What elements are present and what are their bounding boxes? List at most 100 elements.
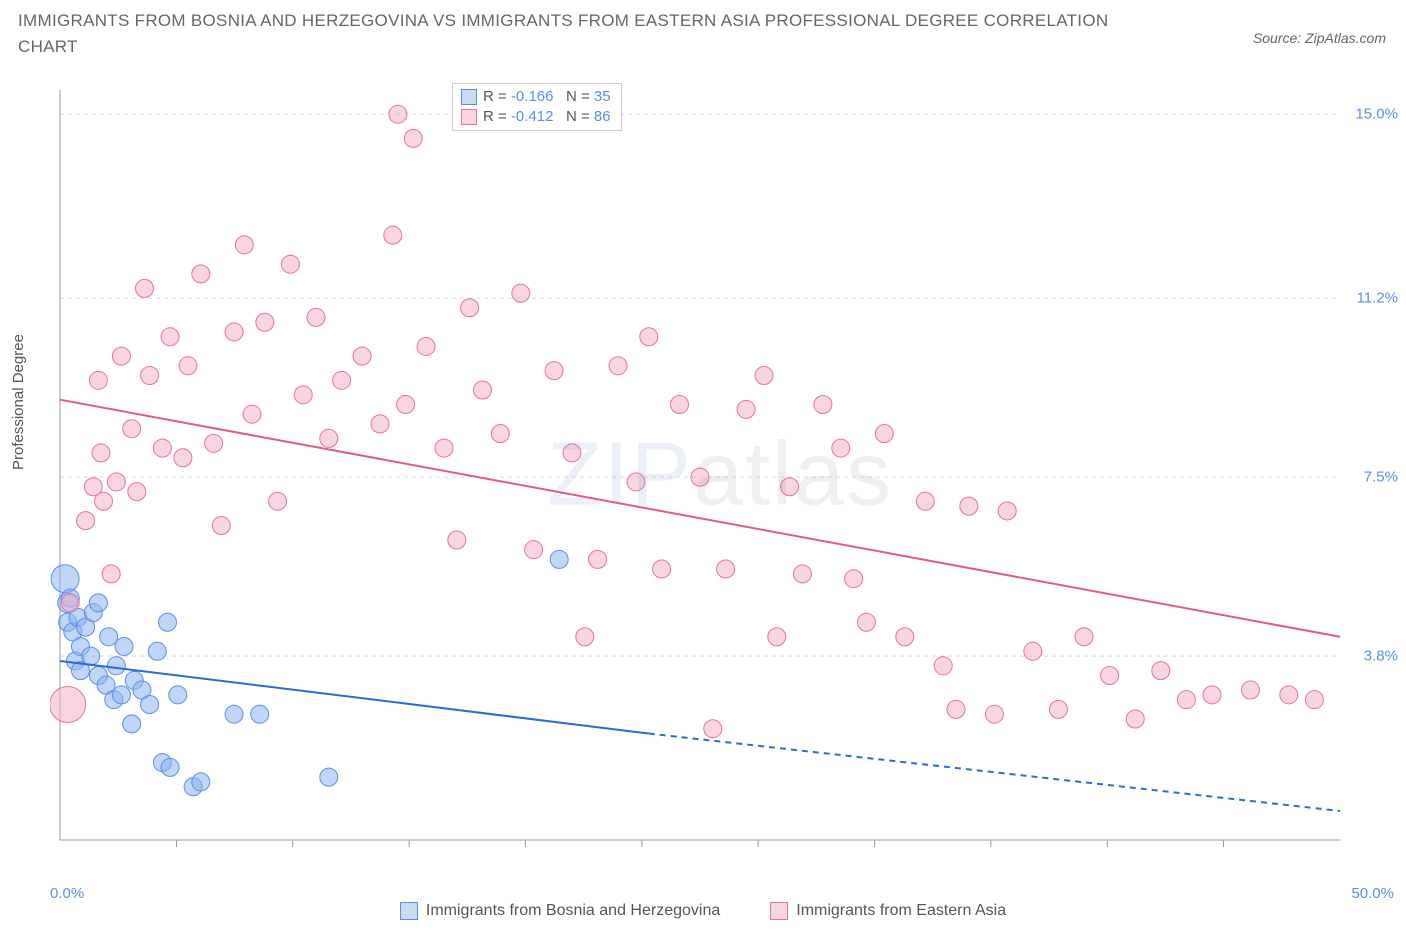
- data-point: [461, 299, 479, 317]
- data-point: [307, 308, 325, 326]
- chart-title: IMMIGRANTS FROM BOSNIA AND HERZEGOVINA V…: [18, 8, 1118, 60]
- x-axis-min-label: 0.0%: [50, 885, 84, 902]
- data-point: [1126, 710, 1144, 728]
- data-point: [875, 425, 893, 443]
- legend-swatch: [770, 902, 788, 920]
- data-point: [320, 429, 338, 447]
- data-point: [960, 497, 978, 515]
- data-point: [123, 420, 141, 438]
- source-label: Source: ZipAtlas.com: [1253, 30, 1386, 46]
- data-point: [435, 439, 453, 457]
- data-point: [50, 687, 86, 723]
- data-point: [627, 473, 645, 491]
- data-point: [998, 502, 1016, 520]
- data-point: [947, 700, 965, 718]
- data-point: [404, 129, 422, 147]
- data-point: [491, 425, 509, 443]
- data-point: [845, 570, 863, 588]
- data-point: [294, 386, 312, 404]
- data-point: [320, 768, 338, 786]
- data-point: [112, 347, 130, 365]
- data-point: [1203, 686, 1221, 704]
- data-point: [107, 657, 125, 675]
- legend-swatch: [461, 89, 477, 105]
- x-axis-max-label: 50.0%: [1351, 885, 1394, 902]
- data-point: [768, 628, 786, 646]
- bottom-legend: Immigrants from Bosnia and Herzegovina Im…: [0, 902, 1406, 925]
- legend-item: Immigrants from Eastern Asia: [770, 902, 1006, 920]
- data-point: [781, 478, 799, 496]
- data-point: [225, 323, 243, 341]
- data-point: [141, 366, 159, 384]
- data-point: [550, 550, 568, 568]
- data-point: [128, 483, 146, 501]
- data-point: [640, 328, 658, 346]
- data-point: [102, 565, 120, 583]
- data-point: [1305, 691, 1323, 709]
- data-point: [525, 541, 543, 559]
- data-point: [161, 328, 179, 346]
- stats-box: R = -0.166 N = 35R = -0.412 N = 86: [452, 83, 622, 131]
- data-point: [755, 366, 773, 384]
- chart-area: ZIPatlas: [50, 80, 1390, 870]
- data-point: [857, 613, 875, 631]
- data-point: [545, 362, 563, 380]
- legend-item: Immigrants from Bosnia and Herzegovina: [400, 902, 720, 920]
- stats-row: R = -0.412 N = 86: [461, 107, 611, 127]
- data-point: [1280, 686, 1298, 704]
- stats-row: R = -0.166 N = 35: [461, 87, 611, 107]
- data-point: [576, 628, 594, 646]
- legend-label: Immigrants from Bosnia and Herzegovina: [426, 902, 720, 920]
- data-point: [389, 105, 407, 123]
- data-point: [225, 705, 243, 723]
- data-point: [1152, 662, 1170, 680]
- stats-text: R = -0.412 N = 86: [483, 107, 611, 127]
- data-point: [269, 492, 287, 510]
- trend-line-dashed: [649, 734, 1340, 811]
- data-point: [704, 720, 722, 738]
- data-point: [89, 371, 107, 389]
- data-point: [148, 642, 166, 660]
- data-point: [1241, 681, 1259, 699]
- data-point: [417, 337, 435, 355]
- data-point: [89, 594, 107, 612]
- data-point: [1177, 691, 1195, 709]
- data-point: [1101, 666, 1119, 684]
- data-point: [100, 628, 118, 646]
- data-point: [793, 565, 811, 583]
- y-axis-tick-label: 7.5%: [1364, 469, 1398, 486]
- data-point: [717, 560, 735, 578]
- data-point: [814, 396, 832, 414]
- y-axis-tick-label: 3.8%: [1364, 648, 1398, 665]
- data-point: [141, 696, 159, 714]
- legend-swatch: [461, 109, 477, 125]
- data-point: [384, 226, 402, 244]
- scatter-chart: [50, 80, 1390, 870]
- data-point: [448, 531, 466, 549]
- data-point: [77, 512, 95, 530]
- data-point: [609, 357, 627, 375]
- data-point: [832, 439, 850, 457]
- y-axis-tick-label: 11.2%: [1357, 290, 1398, 307]
- trend-line: [60, 400, 1340, 637]
- data-point: [737, 400, 755, 418]
- data-point: [1024, 642, 1042, 660]
- data-point: [653, 560, 671, 578]
- data-point: [174, 449, 192, 467]
- data-point: [92, 444, 110, 462]
- data-point: [205, 434, 223, 452]
- data-point: [161, 758, 179, 776]
- data-point: [192, 265, 210, 283]
- data-point: [512, 284, 530, 302]
- data-point: [333, 371, 351, 389]
- data-point: [563, 444, 581, 462]
- data-point: [1049, 700, 1067, 718]
- legend-swatch: [400, 902, 418, 920]
- data-point: [115, 637, 133, 655]
- data-point: [671, 396, 689, 414]
- data-point: [251, 705, 269, 723]
- data-point: [243, 405, 261, 423]
- y-axis-label: Professional Degree: [10, 334, 27, 470]
- data-point: [691, 468, 709, 486]
- data-point: [212, 516, 230, 534]
